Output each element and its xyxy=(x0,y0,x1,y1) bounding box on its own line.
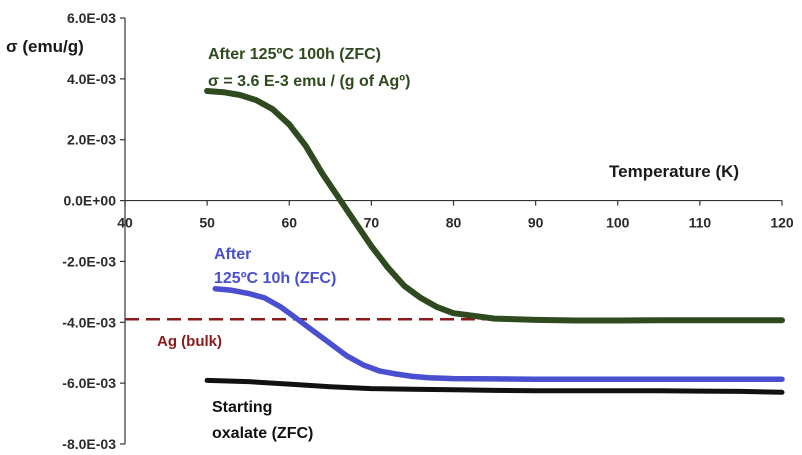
labels-group: σ (emu/g) Temperature (K) After 125ºC 10… xyxy=(6,37,739,442)
x-tick-label: 120 xyxy=(770,215,794,231)
annotation-100h-line2: σ = 3.6 E-3 emu / (g of Agº) xyxy=(208,73,410,90)
y-axis-label: σ (emu/g) xyxy=(6,37,84,56)
annotation-oxalate-line2: oxalate (ZFC) xyxy=(212,425,313,442)
x-tick-label: 40 xyxy=(117,215,133,231)
series-after-100h xyxy=(204,88,785,324)
annotation-100h-line1: After 125ºC 100h (ZFC) xyxy=(208,46,381,63)
series-after-10h xyxy=(212,286,785,382)
annotation-10h-line2: 125ºC 10h (ZFC) xyxy=(214,270,336,287)
series-group xyxy=(204,88,785,395)
x-tick-label: 110 xyxy=(689,215,712,231)
y-tick-label: -6.0E-03 xyxy=(62,375,116,391)
y-tick-label: 6.0E-03 xyxy=(67,10,116,26)
x-tick-label: 90 xyxy=(528,215,544,231)
y-tick-label: -4.0E-03 xyxy=(62,314,116,330)
axes-group: 6.0E-03 4.0E-03 2.0E-03 0.0E+00 -2.0E-03 -4.0… xyxy=(62,10,794,452)
x-tick-label: 100 xyxy=(606,215,630,231)
annotation-ag-bulk: Ag (bulk) xyxy=(157,333,222,350)
y-tick-label: 2.0E-03 xyxy=(67,132,116,148)
y-tick-label: 0.0E+00 xyxy=(63,193,116,209)
y-tick-label: -2.0E-03 xyxy=(62,253,116,269)
annotation-10h-line1: After xyxy=(214,246,251,263)
annotation-oxalate-line1: Starting xyxy=(212,399,272,416)
y-tick-label: 4.0E-03 xyxy=(67,71,116,87)
series-starting-oxalate xyxy=(204,377,785,395)
x-tick-label: 80 xyxy=(446,215,462,231)
y-tick-label: -8.0E-03 xyxy=(62,436,116,452)
x-axis-label: Temperature (K) xyxy=(609,162,739,181)
x-tick-label: 70 xyxy=(364,215,380,231)
x-tick-label: 60 xyxy=(281,215,297,231)
x-tick-label: 50 xyxy=(199,215,215,231)
